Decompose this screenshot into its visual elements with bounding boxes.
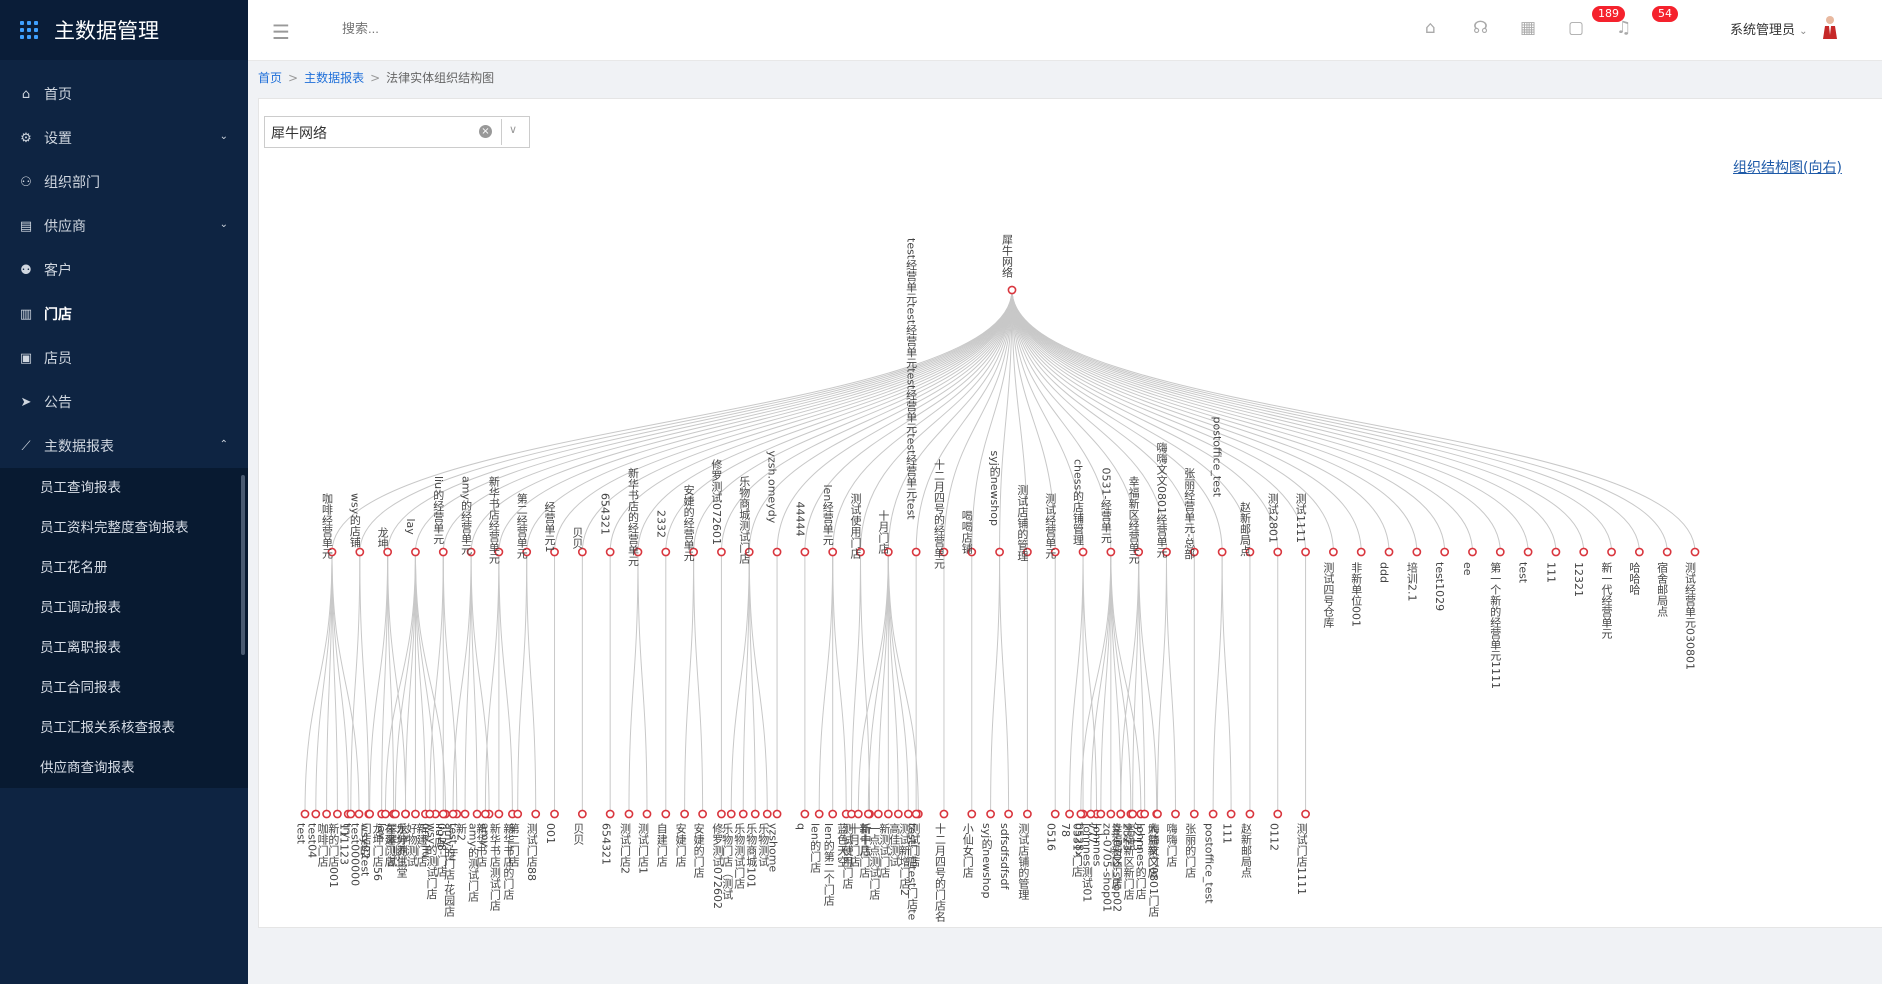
sidebar-item-label: 门店 <box>44 307 72 323</box>
sidebar-item-7[interactable]: ➤ 公告 <box>0 380 248 424</box>
sidebar: 主数据管理 ⌂ 首页 ⚙ 设置 ⌄ ⚇ 组织部门 ▤ 供应商 ⌄ ⚉ 客户 ▥ 门店 ▣ 店员 ➤ 公告 ⟋ 主数据报… <box>0 0 248 984</box>
user-menu[interactable]: 系统管理员 ⌄ <box>1730 19 1808 38</box>
bell-icon[interactable]: ♫ <box>1616 18 1632 38</box>
direction-toggle-link[interactable]: 组织结构图(向右) <box>1733 160 1842 176</box>
sidebar-item-label: 客户 <box>44 263 72 279</box>
sidebar-item-0[interactable]: ⌂ 首页 <box>0 72 248 116</box>
select-divider <box>501 119 502 145</box>
menu-toggle-icon[interactable]: ☰ <box>272 20 290 44</box>
apps-icon[interactable]: ▦ <box>1520 18 1537 38</box>
sidebar-item-label: 店员 <box>44 351 72 367</box>
clear-icon[interactable]: × <box>479 125 492 138</box>
gear-icon: ⚙ <box>20 130 32 146</box>
submenu-item-0[interactable]: 员工查询报表 <box>40 480 121 496</box>
submenu-item-5[interactable]: 员工合同报表 <box>40 680 121 696</box>
sidebar-item-8[interactable]: ⟋ 主数据报表 ⌃ <box>0 424 248 468</box>
sidebar-item-5[interactable]: ▥ 门店 <box>0 292 248 336</box>
supplier-icon: ▤ <box>19 218 33 234</box>
submenu-item-7[interactable]: 供应商查询报表 <box>40 760 135 776</box>
headset-icon[interactable]: ☊ <box>1473 18 1489 38</box>
breadcrumb-current: 法律实体组织结构图 <box>386 71 495 85</box>
user-name: 系统管理员 <box>1730 23 1796 38</box>
sidebar-item-label: 组织部门 <box>44 175 100 191</box>
store-icon: ▥ <box>19 306 33 322</box>
customer-icon: ⚉ <box>20 262 32 278</box>
chevron-down-icon: ⌄ <box>219 131 228 142</box>
chevron-down-icon[interactable]: ∨ <box>509 123 518 136</box>
sidebar-scrollbar[interactable] <box>241 475 245 655</box>
sidebar-item-3[interactable]: ▤ 供应商 ⌄ <box>0 204 248 248</box>
sidebar-item-6[interactable]: ▣ 店员 <box>0 336 248 380</box>
chevron-down-icon: ⌄ <box>1799 26 1808 37</box>
submenu-item-1[interactable]: 员工资料完整度查询报表 <box>40 520 189 536</box>
entity-select[interactable]: 犀牛网络 × ∨ <box>264 116 530 148</box>
notification-badge: 54 <box>1652 6 1678 22</box>
apps-grid-icon <box>20 21 38 39</box>
sidebar-menu: ⌂ 首页 ⚙ 设置 ⌄ ⚇ 组织部门 ▤ 供应商 ⌄ ⚉ 客户 ▥ 门店 ▣ 店员 ➤ 公告 ⟋ 主数据报表 ⌃ 员工查询… <box>0 60 248 788</box>
announce-icon: ➤ <box>20 394 32 410</box>
sidebar-item-label: 公告 <box>44 395 72 411</box>
sidebar-item-label: 首页 <box>44 87 72 103</box>
search-input[interactable] <box>340 20 544 37</box>
submenu-item-6[interactable]: 员工汇报关系核查报表 <box>40 720 175 736</box>
sidebar-item-label: 主数据报表 <box>44 439 114 455</box>
sidebar-item-label: 供应商 <box>44 219 86 235</box>
submenu-item-2[interactable]: 员工花名册 <box>40 560 108 576</box>
app-title: 主数据管理 <box>54 19 159 43</box>
sidebar-item-4[interactable]: ⚉ 客户 <box>0 248 248 292</box>
chevron-up-icon: ⌃ <box>219 439 228 450</box>
org-icon: ⚇ <box>20 174 32 190</box>
message-badge: 189 <box>1592 6 1625 22</box>
submenu-item-4[interactable]: 员工离职报表 <box>40 640 121 656</box>
chart-icon: ⟋ <box>21 438 31 454</box>
chevron-down-icon: ⌄ <box>219 219 228 230</box>
avatar[interactable] <box>1822 15 1838 39</box>
sidebar-item-1[interactable]: ⚙ 设置 ⌄ <box>0 116 248 160</box>
report-submenu: 员工查询报表员工资料完整度查询报表 员工花名册员工调动报表 员工离职报表 员工合同报表… <box>0 468 248 788</box>
submenu-item-3[interactable]: 员工调动报表 <box>40 600 121 616</box>
sidebar-item-2[interactable]: ⚇ 组织部门 <box>0 160 248 204</box>
top-bar: ☰ ⌂ ☊ ▦ ▢ 189 ♫ 54 系统管理员 ⌄ <box>248 0 1882 61</box>
breadcrumb-reports[interactable]: 主数据报表 <box>304 71 365 85</box>
message-icon[interactable]: ▢ <box>1568 18 1585 38</box>
home-icon: ⌂ <box>21 86 31 102</box>
home-icon[interactable]: ⌂ <box>1425 18 1436 38</box>
sidebar-item-label: 设置 <box>44 131 72 147</box>
app-logo[interactable]: 主数据管理 <box>0 0 248 60</box>
entity-select-value: 犀牛网络 <box>271 126 327 142</box>
breadcrumb: 首页 > 主数据报表 > 法律实体组织结构图 <box>258 71 495 85</box>
content-panel <box>258 98 1882 928</box>
breadcrumb-home[interactable]: 首页 <box>258 71 283 85</box>
staff-icon: ▣ <box>19 350 33 366</box>
